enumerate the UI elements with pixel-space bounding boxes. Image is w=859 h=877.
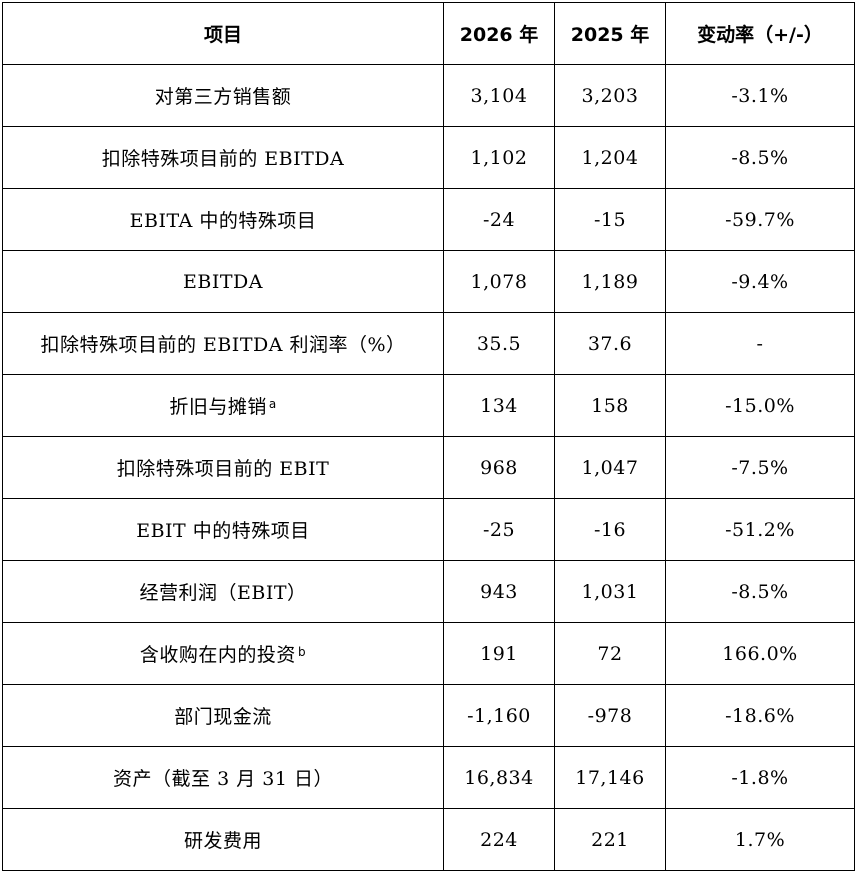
value-2026-cell: -24 xyxy=(443,188,555,251)
value-2026-cell: -25 xyxy=(443,498,555,561)
row-item-cell: 研发费用 xyxy=(2,808,444,871)
value-2026-cell: -1,160 xyxy=(443,684,555,747)
row-item-cell: 扣除特殊项目前的 EBIT xyxy=(2,436,444,499)
header-item: 项目 xyxy=(2,2,444,65)
change-rate-cell: -51.2% xyxy=(665,498,855,561)
value-2026-cell: 968 xyxy=(443,436,555,499)
value-2025-cell: 158 xyxy=(554,374,666,437)
footnote-marker: b xyxy=(297,645,307,659)
row-item-label: 研发费用 xyxy=(183,830,262,852)
change-rate-cell: -1.8% xyxy=(665,746,855,809)
row-item-label: EBITDA xyxy=(183,270,263,293)
table-header-row: 项目 2026 年 2025 年 变动率（+/-） xyxy=(2,2,855,65)
value-2025-cell: 221 xyxy=(554,808,666,871)
row-item-cell: 资产（截至 3 月 31 日） xyxy=(2,746,444,809)
table-row: EBITA 中的特殊项目 -24 -15 -59.7% xyxy=(2,188,855,251)
table-row: 扣除特殊项目前的 EBIT 968 1,047 -7.5% xyxy=(2,436,855,499)
footnote-marker: a xyxy=(268,397,277,411)
value-2025-cell: 1,189 xyxy=(554,250,666,313)
value-2026-cell: 191 xyxy=(443,622,555,685)
table-row: EBIT 中的特殊项目 -25 -16 -51.2% xyxy=(2,498,855,561)
value-2026-cell: 1,078 xyxy=(443,250,555,313)
row-item-label: 含收购在内的投资 xyxy=(139,644,296,666)
value-2026-cell: 3,104 xyxy=(443,64,555,127)
row-item-label: 资产（截至 3 月 31 日） xyxy=(113,768,333,790)
value-2025-cell: -15 xyxy=(554,188,666,251)
value-2025-cell: 72 xyxy=(554,622,666,685)
row-item-cell: EBIT 中的特殊项目 xyxy=(2,498,444,561)
change-rate-cell: - xyxy=(665,312,855,375)
row-item-cell: 经营利润（EBIT） xyxy=(2,560,444,623)
value-2026-cell: 35.5 xyxy=(443,312,555,375)
table-row: 对第三方销售额 3,104 3,203 -3.1% xyxy=(2,64,855,127)
row-item-cell: 折旧与摊销 a xyxy=(2,374,444,437)
table-row: 折旧与摊销 a 134 158 -15.0% xyxy=(2,374,855,437)
row-item-label: 扣除特殊项目前的 EBITDA xyxy=(101,148,345,170)
row-item-label: 对第三方销售额 xyxy=(154,86,292,108)
row-item-cell: 部门现金流 xyxy=(2,684,444,747)
value-2025-cell: -16 xyxy=(554,498,666,561)
value-2025-cell: 37.6 xyxy=(554,312,666,375)
value-2026-cell: 1,102 xyxy=(443,126,555,189)
table-row: 扣除特殊项目前的 EBITDA 1,102 1,204 -8.5% xyxy=(2,126,855,189)
value-2025-cell: 1,204 xyxy=(554,126,666,189)
change-rate-cell: -3.1% xyxy=(665,64,855,127)
change-rate-cell: -18.6% xyxy=(665,684,855,747)
row-item-label: EBITA 中的特殊项目 xyxy=(129,210,317,232)
value-2026-cell: 16,834 xyxy=(443,746,555,809)
value-2025-cell: -978 xyxy=(554,684,666,747)
table-row: 部门现金流 -1,160 -978 -18.6% xyxy=(2,684,855,747)
table-body: 对第三方销售额 3,104 3,203 -3.1% 扣除特殊项目前的 EBITDA 1,1… xyxy=(2,64,855,871)
table-row: EBITDA 1,078 1,189 -9.4% xyxy=(2,250,855,313)
row-item-cell: EBITDA xyxy=(2,250,444,313)
change-rate-cell: 166.0% xyxy=(665,622,855,685)
value-2026-cell: 224 xyxy=(443,808,555,871)
change-rate-cell: -8.5% xyxy=(665,126,855,189)
value-2025-cell: 1,031 xyxy=(554,560,666,623)
row-item-cell: 扣除特殊项目前的 EBITDA xyxy=(2,126,444,189)
header-change: 变动率（+/-） xyxy=(665,2,855,65)
value-2025-cell: 17,146 xyxy=(554,746,666,809)
value-2026-cell: 134 xyxy=(443,374,555,437)
table-row: 经营利润（EBIT） 943 1,031 -8.5% xyxy=(2,560,855,623)
row-item-cell: EBITA 中的特殊项目 xyxy=(2,188,444,251)
change-rate-cell: -15.0% xyxy=(665,374,855,437)
table-row: 资产（截至 3 月 31 日） 16,834 17,146 -1.8% xyxy=(2,746,855,809)
header-2026: 2026 年 xyxy=(443,2,555,65)
value-2025-cell: 3,203 xyxy=(554,64,666,127)
table-row: 扣除特殊项目前的 EBITDA 利润率（%） 35.5 37.6- xyxy=(2,312,855,375)
row-item-label: EBIT 中的特殊项目 xyxy=(136,520,310,542)
row-item-cell: 含收购在内的投资 b xyxy=(2,622,444,685)
row-item-label: 扣除特殊项目前的 EBIT xyxy=(116,458,330,480)
value-2025-cell: 1,047 xyxy=(554,436,666,499)
header-2025: 2025 年 xyxy=(554,2,666,65)
row-item-label: 折旧与摊销 xyxy=(169,396,267,418)
change-rate-cell: -9.4% xyxy=(665,250,855,313)
change-rate-cell: -7.5% xyxy=(665,436,855,499)
row-item-cell: 对第三方销售额 xyxy=(2,64,444,127)
row-item-label: 部门现金流 xyxy=(174,706,272,728)
change-rate-cell: 1.7% xyxy=(665,808,855,871)
value-2026-cell: 943 xyxy=(443,560,555,623)
table-row: 研发费用 224 221 1.7% xyxy=(2,808,855,871)
change-rate-cell: -59.7% xyxy=(665,188,855,251)
change-rate-cell: -8.5% xyxy=(665,560,855,623)
row-item-label: 经营利润（EBIT） xyxy=(139,582,307,604)
row-item-label: 扣除特殊项目前的 EBITDA 利润率（%） xyxy=(40,334,406,356)
table-row: 含收购在内的投资 b 191 72 166.0% xyxy=(2,622,855,685)
row-item-cell: 扣除特殊项目前的 EBITDA 利润率（%） xyxy=(2,312,444,375)
